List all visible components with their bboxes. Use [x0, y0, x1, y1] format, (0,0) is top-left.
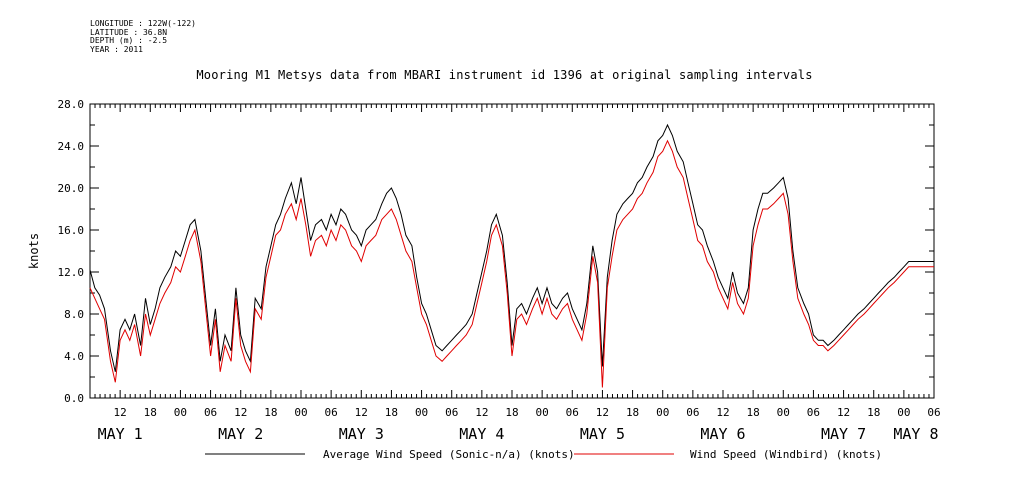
- series-line-average-wind: [89, 123, 934, 372]
- x-day-label: MAY 3: [339, 425, 384, 443]
- longitude-text: LONGITUDE : 122W(-122): [90, 19, 196, 28]
- y-tick-label: 12.0: [58, 266, 85, 279]
- x-hour-label: 00: [656, 406, 669, 419]
- y-tick-label: 28.0: [58, 98, 85, 111]
- x-day-label: MAY 2: [218, 425, 263, 443]
- y-tick-label: 16.0: [58, 224, 85, 237]
- x-hour-label: 00: [294, 406, 307, 419]
- x-hour-label: 06: [566, 406, 579, 419]
- x-hour-label: 06: [927, 406, 940, 419]
- x-day-label: MAY 5: [580, 425, 625, 443]
- legend-label-windbird: Wind Speed (Windbird) (knots): [690, 448, 882, 461]
- chart-title: Mooring M1 Metsys data from MBARI instru…: [196, 68, 813, 82]
- x-hour-label: 00: [536, 406, 549, 419]
- x-hour-label: 06: [204, 406, 217, 419]
- x-day-label: MAY 8: [893, 425, 938, 443]
- y-tick-label: 24.0: [58, 140, 85, 153]
- x-hour-label: 18: [264, 406, 277, 419]
- x-hour-label: 18: [385, 406, 398, 419]
- x-hour-label: 18: [747, 406, 760, 419]
- x-day-label: MAY 4: [459, 425, 504, 443]
- legend-label-average: Average Wind Speed (Sonic-n/a) (knots): [323, 448, 575, 461]
- x-hour-label: 12: [837, 406, 850, 419]
- depth-text: DEPTH (m) : -2.5: [90, 36, 168, 45]
- x-day-label: MAY 1: [98, 425, 143, 443]
- y-tick-label: 20.0: [58, 182, 85, 195]
- x-hour-label: 00: [415, 406, 428, 419]
- y-tick-label: 4.0: [64, 350, 84, 363]
- x-hour-label: 12: [716, 406, 729, 419]
- year-text: YEAR : 2011: [90, 44, 143, 54]
- y-tick-label: 0.0: [64, 392, 84, 405]
- x-hour-label: 18: [144, 406, 157, 419]
- y-axis-label: knots: [27, 233, 41, 269]
- x-day-label: MAY 6: [700, 425, 745, 443]
- x-hour-label: 06: [686, 406, 699, 419]
- x-hour-label: 00: [897, 406, 910, 419]
- series-line-windbird: [89, 139, 934, 388]
- x-hour-label: 00: [777, 406, 790, 419]
- x-hour-label: 12: [355, 406, 368, 419]
- x-hour-label: 06: [807, 406, 820, 419]
- x-hour-label: 18: [867, 406, 880, 419]
- metadata-block: LONGITUDE : 122W(-122) LATITUDE : 36.8N …: [90, 19, 196, 54]
- x-hour-label: 12: [234, 406, 247, 419]
- x-hour-label: 18: [505, 406, 518, 419]
- x-hour-label: 06: [325, 406, 338, 419]
- x-hour-label: 12: [114, 406, 127, 419]
- x-hour-label: 18: [626, 406, 639, 419]
- x-hour-label: 06: [445, 406, 458, 419]
- x-day-label: MAY 7: [821, 425, 866, 443]
- x-hour-label: 12: [475, 406, 488, 419]
- latitude-text: LATITUDE : 36.8N: [90, 27, 168, 37]
- x-hour-label: 12: [596, 406, 609, 419]
- y-tick-label: 8.0: [64, 308, 84, 321]
- x-hour-label: 00: [174, 406, 187, 419]
